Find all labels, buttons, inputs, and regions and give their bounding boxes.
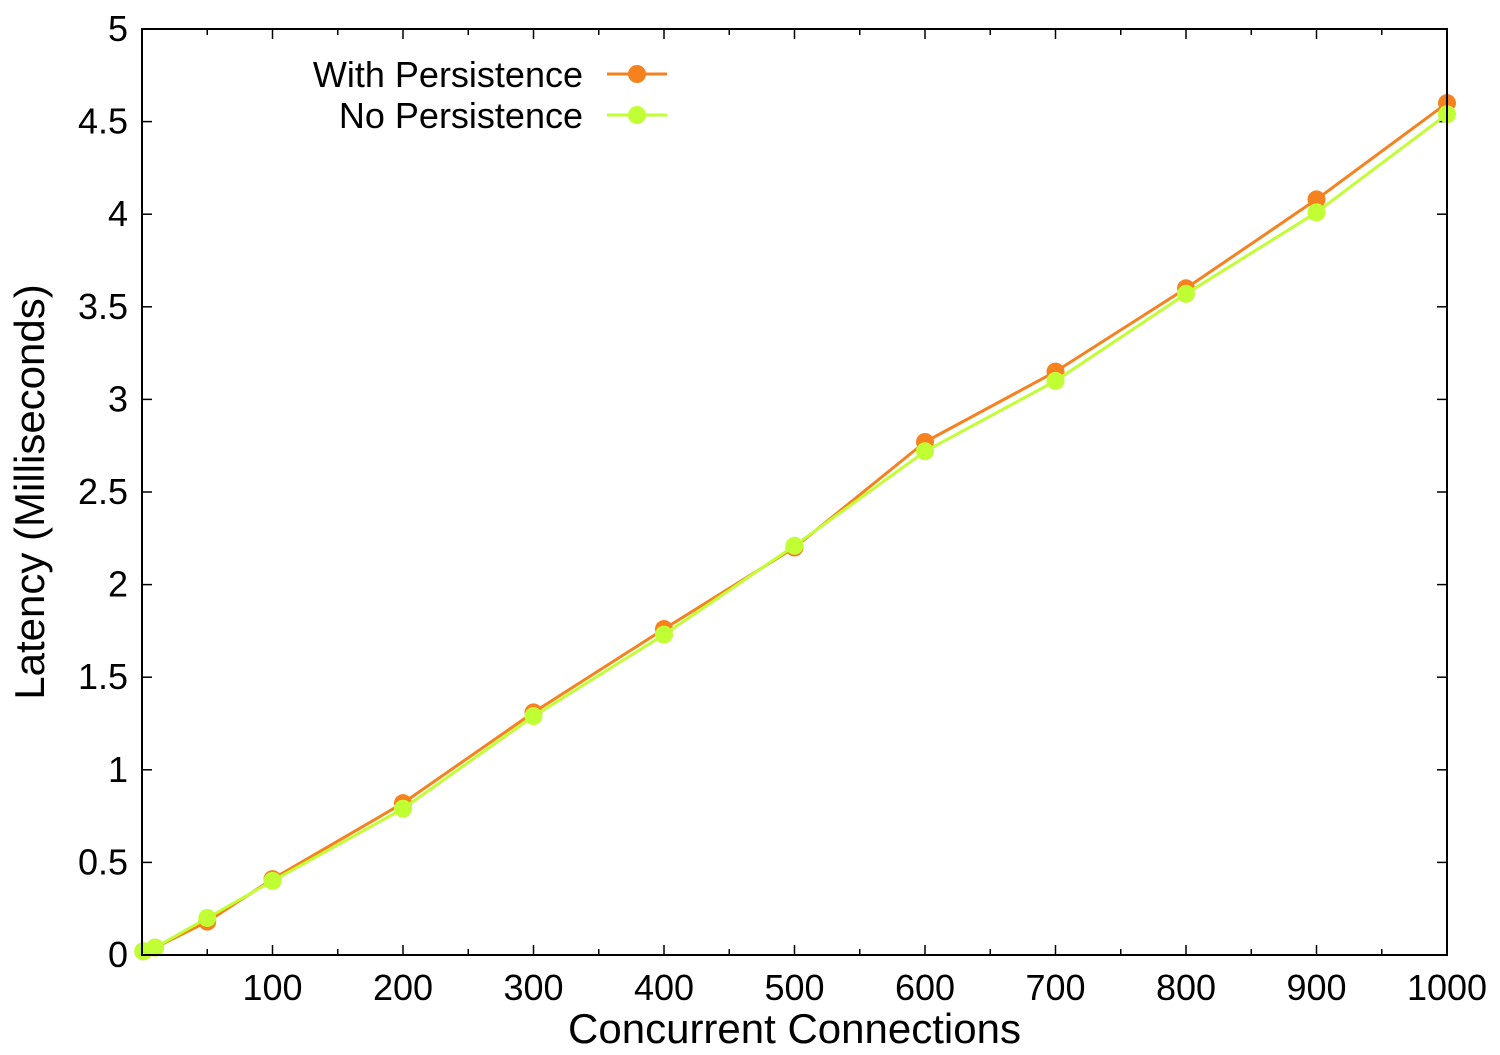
legend-marker	[628, 65, 646, 83]
y-tick-label: 1	[108, 749, 128, 790]
series-1	[134, 105, 1456, 961]
data-point	[1177, 284, 1195, 303]
x-tick-label: 600	[895, 967, 955, 1008]
legend-label: No Persistence	[339, 95, 583, 136]
axes-layer: 0 0.5 1 1.5 2 2.5 3 3.5 4 4.5 5 100 200 300 400 500 600 7…	[78, 8, 1487, 1008]
data-point	[655, 625, 673, 644]
series-0	[134, 94, 1456, 961]
y-tick-label: 3.5	[78, 286, 128, 327]
data-point	[785, 536, 804, 555]
y-tick-label: 0.5	[78, 841, 128, 882]
x-tick-label: 800	[1156, 967, 1216, 1008]
y-tick-label: 4	[108, 193, 128, 234]
x-axis-title: Concurrent Connections	[568, 1005, 1021, 1050]
series-line	[142, 113, 1448, 953]
x-tick-label: 500	[764, 967, 824, 1008]
y-tick-label: 2	[108, 564, 128, 605]
y-tick-label: 4.5	[78, 101, 128, 142]
data-point	[146, 938, 165, 957]
y-tick-label: 3	[108, 378, 128, 419]
x-tick-label: 400	[634, 967, 694, 1008]
data-point	[1307, 203, 1326, 222]
data-point	[263, 871, 282, 890]
x-tick-label: 900	[1286, 967, 1346, 1008]
data-point	[198, 908, 217, 927]
data-point	[1307, 190, 1326, 209]
y-tick-label: 5	[108, 8, 128, 49]
y-axis-title: Latency (Milliseconds)	[6, 284, 53, 700]
series-line	[142, 101, 1448, 953]
data-point	[394, 799, 412, 818]
y-tick-label: 0	[108, 934, 128, 975]
y-tick-label: 1.5	[78, 656, 128, 697]
plot-frame	[141, 28, 1448, 956]
data-point	[916, 442, 934, 461]
x-tick-label: 700	[1025, 967, 1085, 1008]
legend-label: With Persistence	[313, 54, 583, 95]
data-point	[1046, 371, 1065, 390]
x-tick-label: 1000	[1407, 967, 1487, 1008]
series-layer	[134, 94, 1456, 961]
legend-marker	[628, 106, 646, 124]
y-tick-label: 2.5	[78, 471, 128, 512]
x-tick-label: 200	[373, 967, 433, 1008]
x-tick-label: 300	[503, 967, 563, 1008]
data-point	[524, 707, 543, 726]
x-tick-label: 100	[242, 967, 302, 1008]
